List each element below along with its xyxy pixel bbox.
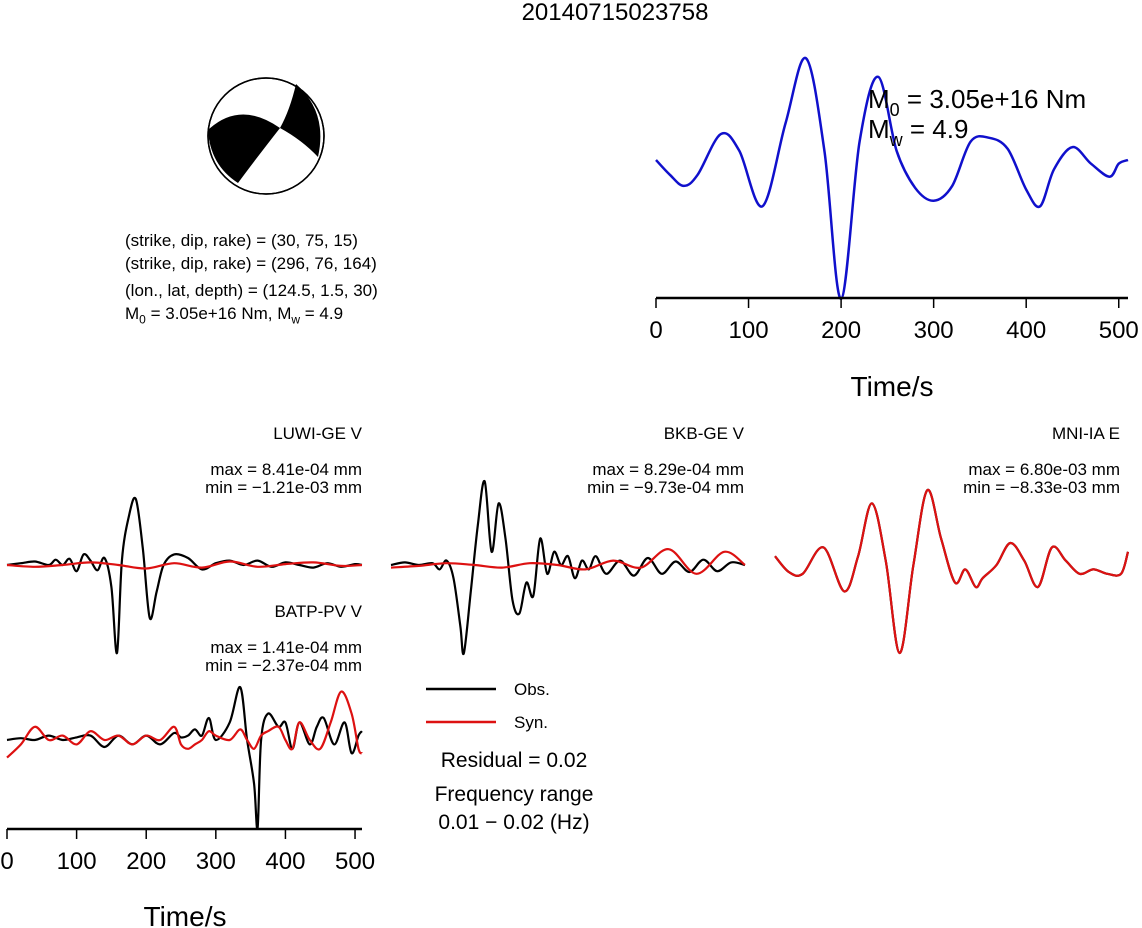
nodal-plane-2: (strike, dip, rake) = (296, 76, 164): [125, 254, 377, 273]
stf-tick-label: 0: [649, 317, 662, 344]
waveform-tick-label: 300: [196, 848, 236, 875]
nodal-plane-1: (strike, dip, rake) = (30, 75, 15): [125, 231, 358, 250]
waveform-tick-label: 500: [335, 848, 375, 875]
waveform-tick-label: 200: [126, 848, 166, 875]
stf-plot: M0 = 3.05e+16 Nm Mw = 4.9 0 100 200 300 400 5…: [649, 56, 1139, 402]
station-min: min = −9.73e-04 mm: [587, 478, 744, 497]
observed-waveform-line: [6, 496, 363, 655]
event-location: (lon., lat, depth) = (124.5, 1.5, 30): [125, 281, 378, 300]
frequency-range-value: 0.01 − 0.02 (Hz): [438, 811, 589, 834]
stf-tick-label: 400: [1006, 317, 1046, 344]
observed-waveform-line: [390, 480, 746, 656]
waveform-panel-luwi: [6, 496, 363, 655]
station-name: BATP-PV V: [274, 602, 362, 621]
waveform-xlabel: Time/s: [144, 901, 227, 928]
waveform-panel-mni: [774, 489, 1130, 655]
station-min: min = −8.33e-03 mm: [963, 478, 1120, 497]
mechanism-info: (strike, dip, rake) = (30, 75, 15) (stri…: [125, 229, 378, 331]
beachball-icon: [207, 77, 325, 195]
synthetic-waveform-line: [6, 560, 363, 570]
stf-m0-label: M0 = 3.05e+16 Nm: [868, 84, 1086, 120]
station-bkb: BKB-GE V max = 8.29e-04 mm min = −9.73e-…: [490, 425, 744, 497]
waveform-panel-bkb: [390, 480, 746, 656]
stf-tick-label: 300: [914, 317, 954, 344]
stf-tick-label: 200: [821, 317, 861, 344]
station-luwi: LUWI-GE V max = 8.41e-04 mm min = −1.21e…: [110, 425, 362, 497]
station-batp: BATP-PV V max = 1.41e-04 mm min = −2.37e…: [110, 603, 362, 675]
waveform-panel-batp: [6, 686, 363, 830]
stf-xlabel: Time/s: [851, 371, 934, 402]
stf-series-line: [655, 56, 1129, 301]
frequency-range-label: Frequency range: [435, 783, 594, 806]
synthetic-waveform-line: [390, 548, 746, 575]
waveform-tick-label: 100: [57, 848, 97, 875]
observed-waveform-line: [6, 686, 363, 830]
moment-magnitude: M0 = 3.05e+16 Nm, Mw = 4.9: [125, 304, 344, 327]
waveform-tick-label: 400: [265, 848, 305, 875]
synthetic-waveform-line: [774, 489, 1130, 655]
stf-tick-label: 500: [1099, 317, 1139, 344]
station-max: max = 8.41e-04 mm: [210, 460, 362, 479]
figure-title: 20140715023758: [522, 0, 709, 26]
station-name: LUWI-GE V: [273, 424, 362, 443]
stf-tick-label: 100: [729, 317, 769, 344]
legend-obs-label: Obs.: [514, 680, 550, 699]
waveform-x-axis: 0 100 200 300 400 500: [0, 827, 375, 875]
station-min: min = −2.37e-04 mm: [205, 656, 362, 675]
waveform-tick-label: 0: [0, 848, 13, 875]
synthetic-waveform-line: [6, 690, 363, 759]
station-min: min = −1.21e-03 mm: [205, 478, 362, 497]
station-name: BKB-GE V: [663, 424, 744, 443]
legend-syn-label: Syn.: [514, 713, 548, 732]
station-mni: MNI-IA E max = 6.80e-03 mm min = −8.33e-…: [866, 425, 1120, 497]
residual-label: Residual = 0.02: [441, 749, 588, 772]
station-max: max = 6.80e-03 mm: [968, 460, 1120, 479]
station-name: MNI-IA E: [1051, 424, 1120, 443]
legend: Obs. Syn.: [426, 680, 550, 732]
stf-x-axis: 0 100 200 300 400 500: [649, 296, 1139, 344]
station-max: max = 8.29e-04 mm: [592, 460, 744, 479]
stf-mw-label: Mw = 4.9: [868, 114, 968, 150]
station-max: max = 1.41e-04 mm: [210, 638, 362, 657]
